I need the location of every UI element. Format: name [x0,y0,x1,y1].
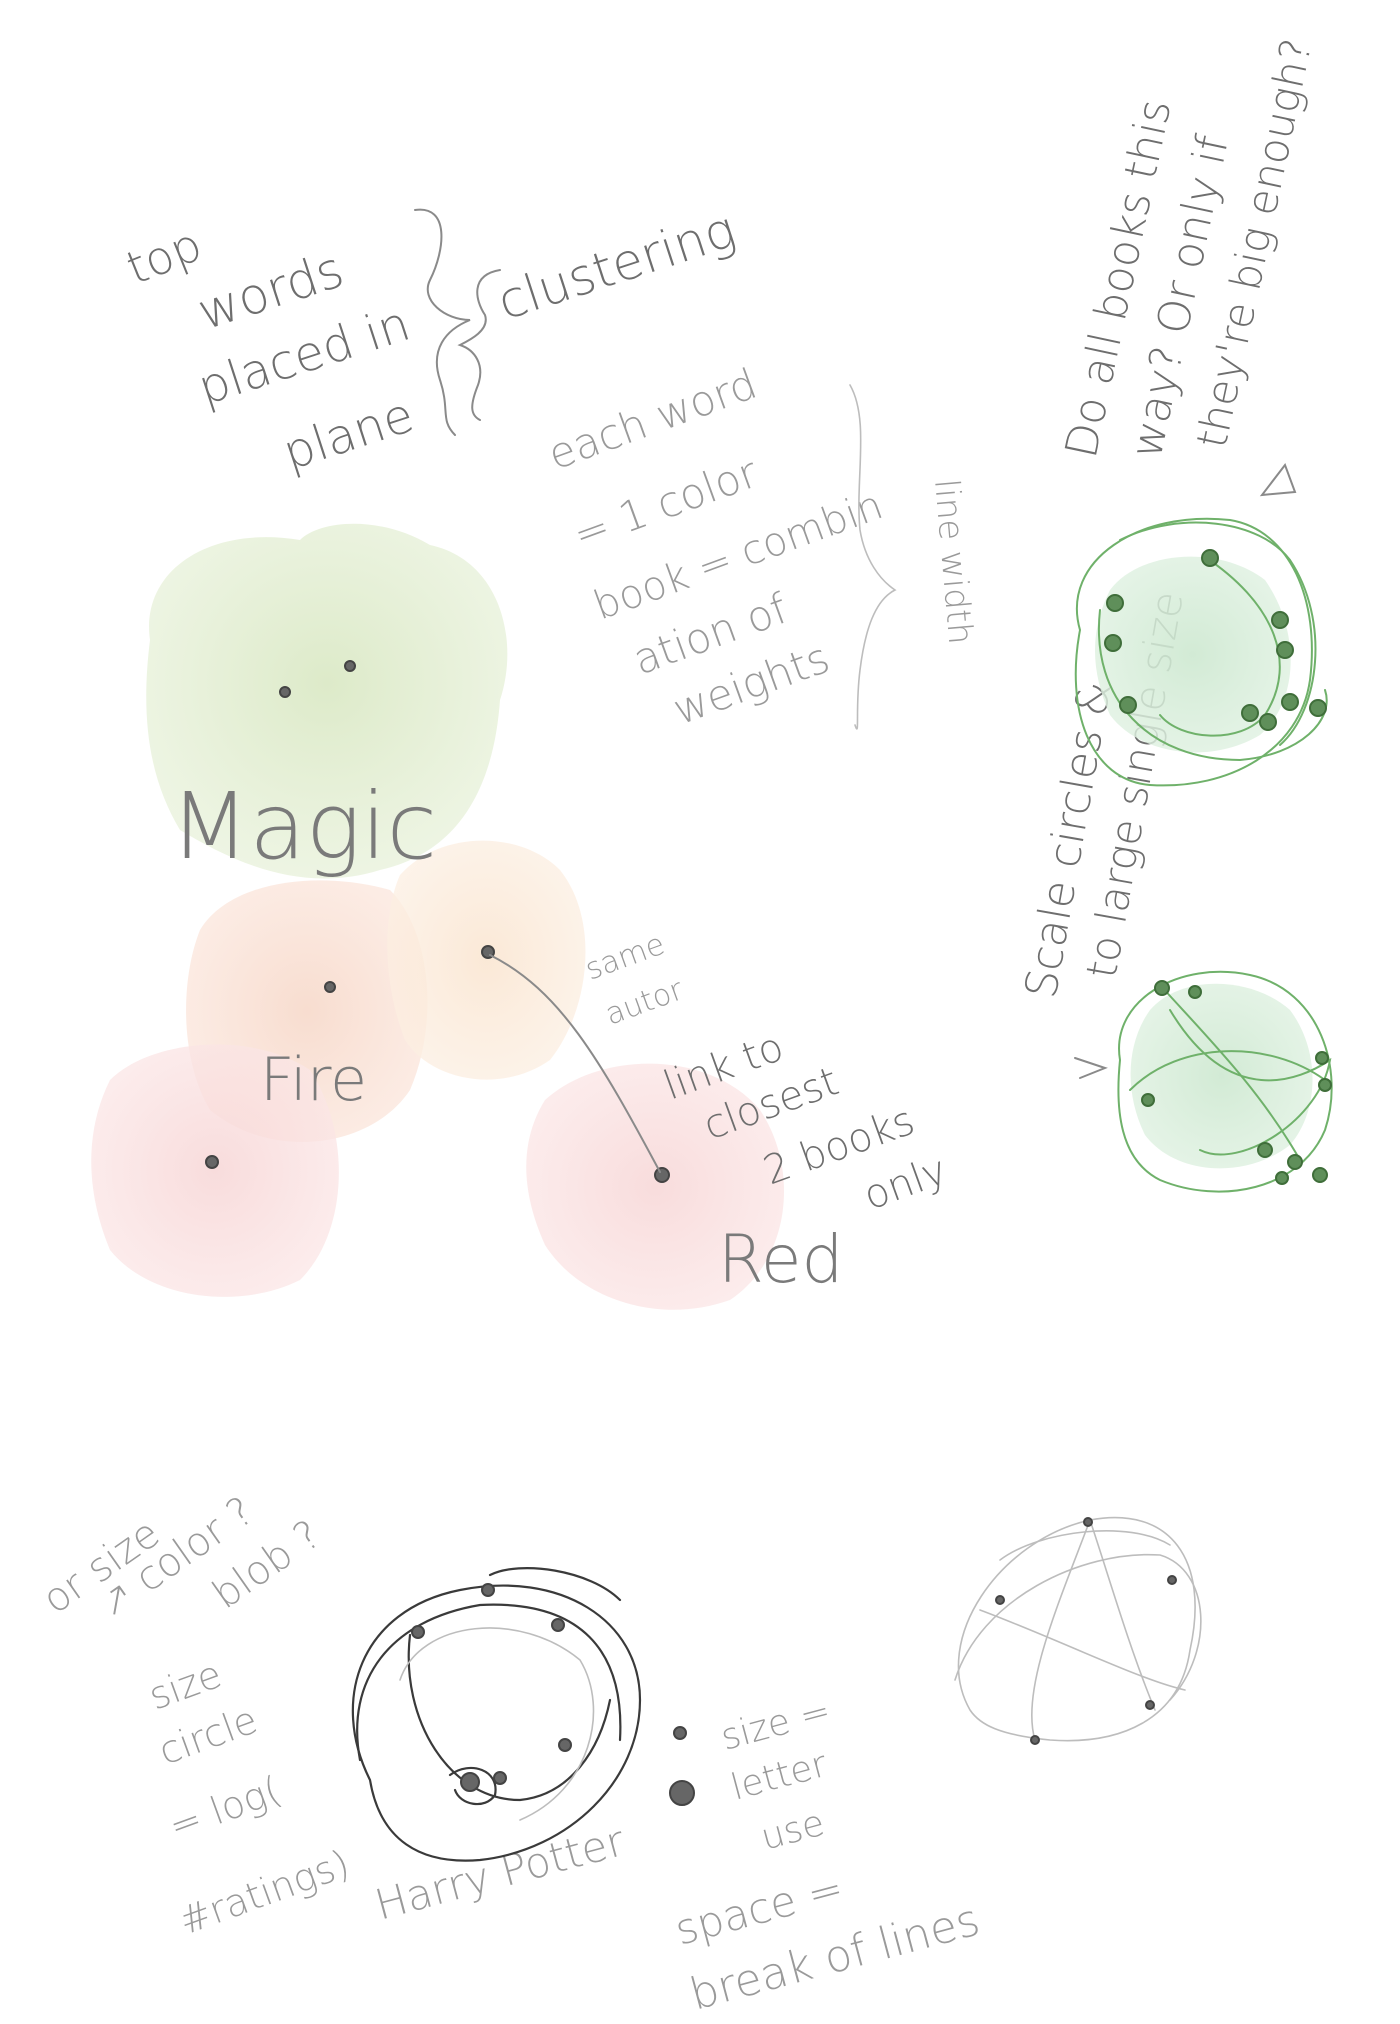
light-loop [999,1530,1171,1561]
note-autor: autor [601,972,689,1032]
red-blob-left [91,1044,339,1297]
dark-loop [488,1567,622,1602]
book-dot [411,1625,425,1639]
book-dot [1119,696,1137,714]
light-loop [1031,1519,1091,1741]
note-plane: plane [276,387,420,481]
magic-blob [146,523,508,879]
small-size-dot [673,1726,687,1740]
light-loop [957,1516,1196,1742]
note-clustering: clustering [491,200,743,331]
book-dot [1309,699,1327,717]
note-log: = log( [163,1768,286,1849]
green-loop [1097,609,1328,762]
book-dot [558,1738,572,1752]
green-loop [1159,556,1281,737]
book-dot [493,1771,507,1785]
label-harry-potter: Harry Potter [370,1816,630,1930]
green-loop [1169,1009,1332,1156]
label-red: Red [718,1221,843,1298]
label-fire: Fire [260,1045,367,1115]
note-top: top [119,217,209,295]
large-size-dot [669,1780,695,1806]
light-loop [954,1553,1202,1701]
light-cluster-sketch [954,1516,1202,1745]
book-dot [1271,611,1289,629]
book-dot [1257,1142,1273,1158]
book-dot [1315,1051,1329,1065]
green-loop [1129,1050,1326,1091]
arrow-right-icon [1074,1057,1108,1079]
book-dot [1104,634,1122,652]
dark-loop [356,1603,622,1762]
note-same: same [581,927,670,988]
dark-loop [448,1766,497,1806]
curly-brace-left [414,208,471,436]
orange-blob [387,840,586,1080]
note-size: size [143,1652,227,1719]
green-cluster-small [1117,970,1333,1193]
note-color-weights: each word = 1 color book = combin ation … [542,359,889,735]
note-ratings: #ratings) [173,1841,355,1943]
book-dot [1312,1167,1328,1183]
book-dot [1259,713,1277,731]
light-loop [399,1627,595,1821]
link-line [489,954,661,1173]
green-blob [1095,556,1291,753]
dark-loop [407,1633,612,1802]
book-dot [995,1595,1005,1605]
label-magic: Magic [170,773,437,880]
green-loop [1119,521,1317,746]
book-dot [1241,704,1259,722]
book-dot [1154,980,1170,996]
note-top-words: top words placed in plane [119,217,420,482]
book-dot [344,660,356,672]
book-dot [1167,1575,1177,1585]
book-dot [1188,985,1202,999]
curly-brace-right [457,269,501,421]
book-dot [551,1618,565,1632]
book-dot [279,686,291,698]
book-dot [1281,693,1299,711]
book-dot [1287,1154,1303,1170]
green-cluster-large [1074,517,1328,787]
green-blob [1130,983,1313,1169]
book-dot [654,1167,670,1183]
dark-loop [351,1584,642,1862]
book-dot [205,1155,219,1169]
arrow-down-icon [1259,462,1297,497]
book-dot [481,1583,495,1597]
brace-weights [849,384,897,730]
light-loop [979,1609,1186,1691]
note-line-width: line width [926,477,980,646]
light-loop [1089,1519,1156,1711]
book-dot [1145,1700,1155,1710]
topic-blobs [91,523,784,1310]
green-loop [1159,984,1301,1161]
book-dot [324,981,336,993]
book-dot [1318,1078,1332,1092]
book-dot [1106,594,1124,612]
red-blob-right [526,1063,784,1310]
book-dot [1275,1171,1289,1185]
book-dot [460,1772,480,1792]
book-dot [1030,1735,1040,1745]
book-dot [1201,549,1219,567]
green-loop [1117,970,1333,1193]
book-dot [1083,1517,1093,1527]
harry-potter-cluster [351,1567,642,1862]
book-dot [1141,1093,1155,1107]
note-use: use [757,1803,829,1859]
book-dot [1276,641,1294,659]
